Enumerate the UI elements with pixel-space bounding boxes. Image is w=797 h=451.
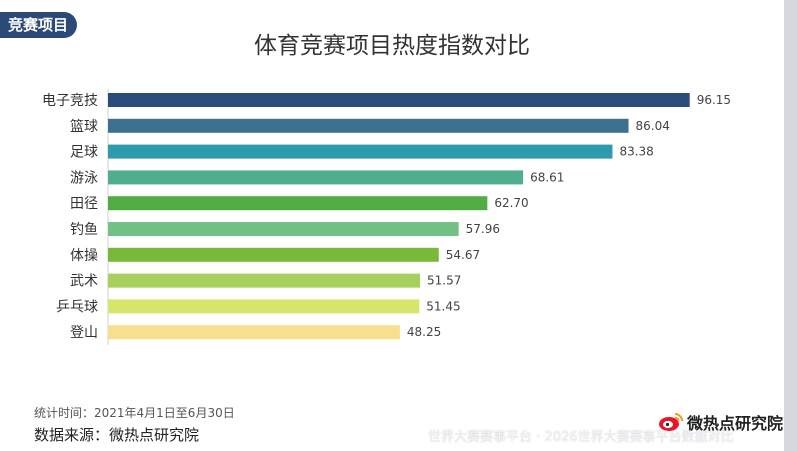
logo-text: 微热点研究院 bbox=[687, 414, 784, 433]
bar-6 bbox=[108, 247, 439, 262]
value-label: 83.38 bbox=[619, 145, 653, 159]
bar-5 bbox=[108, 222, 459, 236]
bar-7 bbox=[108, 273, 420, 288]
category-label: 田径 bbox=[70, 196, 98, 212]
bar-chart: 电子竞技 96.15 篮球 86.04 足球 83.38 游泳 68.61 田径 62.70 钓鱼 5… bbox=[42, 89, 731, 345]
value-label: 86.04 bbox=[636, 119, 670, 133]
category-label: 篮球 bbox=[70, 119, 98, 135]
bar-0 bbox=[108, 93, 690, 107]
category-label: 游泳 bbox=[70, 170, 98, 186]
category-label: 足球 bbox=[70, 145, 98, 161]
watermark: 世界大赛赛事平台 · 2026世界大赛赛事平台数据对比 bbox=[428, 430, 734, 445]
bar-1 bbox=[108, 118, 629, 133]
window-edge bbox=[784, 0, 797, 451]
category-label: 体操 bbox=[70, 248, 98, 264]
value-label: 54.67 bbox=[446, 248, 480, 262]
category-label: 武术 bbox=[70, 274, 98, 290]
value-label: 57.96 bbox=[466, 222, 500, 236]
bar-8 bbox=[108, 299, 420, 314]
brand-logo: 微热点研究院 bbox=[658, 410, 783, 434]
category-label: 钓鱼 bbox=[70, 221, 98, 238]
value-label: 48.25 bbox=[407, 325, 441, 339]
value-label: 62.70 bbox=[494, 196, 528, 210]
data-source: 数据来源：微热点研究院 bbox=[34, 426, 200, 444]
bar-4 bbox=[108, 196, 488, 211]
bar-9 bbox=[108, 325, 400, 340]
section-tab: 竞赛项目 bbox=[0, 12, 78, 38]
category-label: 登山 bbox=[70, 325, 98, 341]
category-label: 乒乓球 bbox=[56, 299, 98, 315]
bar-3 bbox=[108, 170, 524, 185]
value-label: 51.45 bbox=[426, 299, 460, 313]
value-label: 96.15 bbox=[697, 93, 731, 107]
value-label: 68.61 bbox=[530, 170, 564, 184]
bar-2 bbox=[108, 144, 613, 159]
category-label: 电子竞技 bbox=[42, 92, 98, 109]
weibo-icon bbox=[659, 413, 683, 431]
statistics-period: 统计时间：2021年4月1日至6月30日 bbox=[34, 406, 235, 420]
value-label: 51.57 bbox=[427, 274, 461, 288]
chart-title: 体育竞赛项目热度指数对比 bbox=[254, 33, 530, 59]
